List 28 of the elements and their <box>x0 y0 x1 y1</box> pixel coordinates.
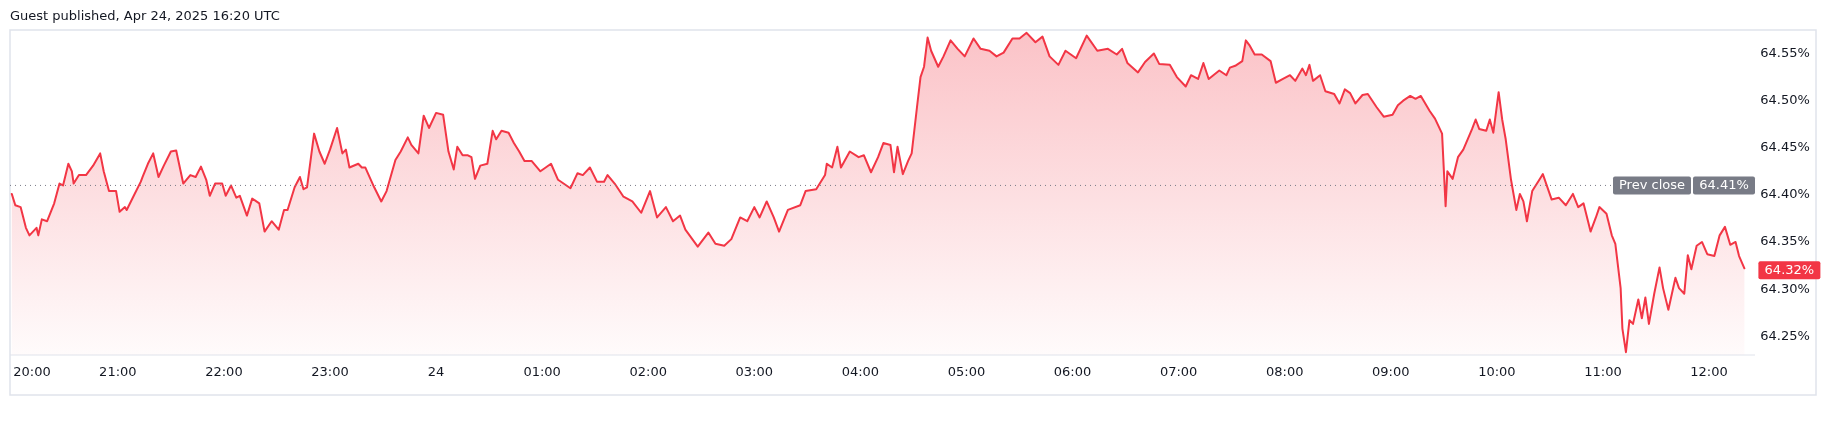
x-tick-label: 08:00 <box>1265 364 1304 379</box>
x-tick-label: 23:00 <box>311 364 349 379</box>
x-tick-label: 22:00 <box>205 364 243 379</box>
x-tick-label: 24 <box>427 364 445 379</box>
x-tick-label: 11:00 <box>1584 364 1622 379</box>
x-tick-label: 06:00 <box>1053 364 1092 379</box>
x-tick-label: 01:00 <box>523 364 561 379</box>
y-tick-label: 64.55% <box>1760 45 1810 61</box>
x-tick-label: 05:00 <box>947 364 986 379</box>
x-tick-label: 12:00 <box>1690 364 1728 379</box>
y-tick-label: 64.50% <box>1760 92 1810 108</box>
x-tick-label: 09:00 <box>1372 364 1410 379</box>
y-tick-label: 64.30% <box>1760 280 1810 296</box>
y-tick-label: 64.35% <box>1760 233 1810 249</box>
ref-line-label: Prev close <box>1619 176 1685 192</box>
x-tick-label: 02:00 <box>629 364 667 379</box>
x-tick-label: 21:00 <box>99 364 137 379</box>
y-tick-label: 64.25% <box>1760 327 1810 343</box>
x-tick-label: 10:00 <box>1478 364 1516 379</box>
annotation: 64.32% <box>1764 261 1815 277</box>
x-tick-label: 20:00 <box>13 364 51 379</box>
x-tick-label: 07:00 <box>1159 364 1198 379</box>
y-tick-label: 64.45% <box>1760 139 1810 155</box>
x-tick-label: 04:00 <box>841 364 880 379</box>
y-tick-label: 64.40% <box>1760 186 1810 202</box>
chart-title: Guest published, Apr 24, 2025 16:20 UTC <box>10 8 280 23</box>
annotation: 64.41% <box>1699 176 1749 192</box>
x-tick-label: 03:00 <box>735 364 774 379</box>
